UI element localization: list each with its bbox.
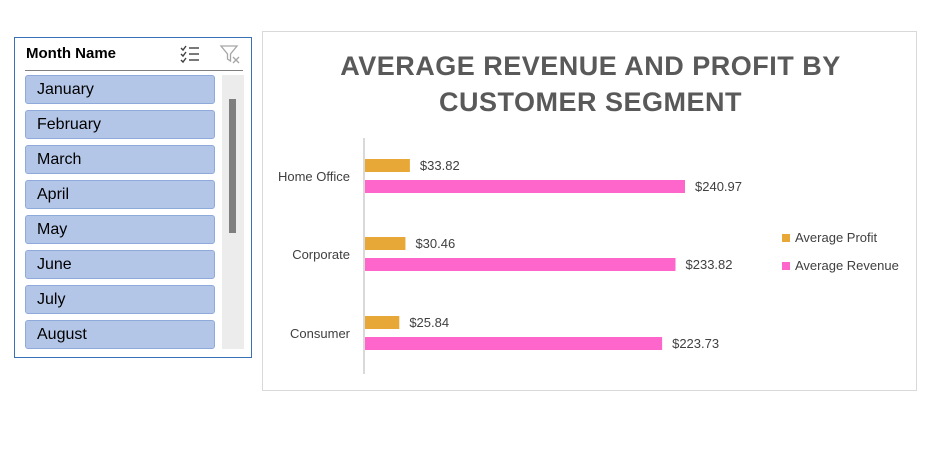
category-label: Corporate	[292, 247, 350, 262]
data-label: $33.82	[420, 158, 460, 173]
chart-plot: Home Office $33.82 $240.97 Corporate $30.46 $…	[278, 138, 742, 374]
slicer-item-july[interactable]: July	[25, 285, 215, 314]
legend-label: Average Revenue	[795, 258, 899, 273]
slicer-item-february[interactable]: February	[25, 110, 215, 139]
data-label: $240.97	[695, 179, 742, 194]
bar-average-revenue	[365, 337, 663, 350]
data-label: $25.84	[409, 315, 449, 330]
legend-swatch	[782, 262, 790, 270]
chart-title: AVERAGE REVENUE AND PROFIT BY CUSTOMER SE…	[340, 51, 841, 117]
bar-average-profit	[365, 159, 410, 172]
bar-average-profit	[365, 316, 400, 329]
slicer-item-april[interactable]: April	[25, 180, 215, 209]
legend-label: Average Profit	[795, 230, 878, 245]
month-slicer: Month Name January February March April May J…	[14, 37, 252, 358]
scrollbar-thumb[interactable]	[229, 99, 236, 233]
data-label: $223.73	[672, 336, 719, 351]
slicer-item-august[interactable]: August	[25, 320, 215, 349]
clear-filter-icon[interactable]	[219, 43, 241, 65]
legend-swatch	[782, 234, 790, 242]
bar-average-revenue	[365, 258, 676, 271]
slicer-title: Month Name	[26, 45, 116, 62]
segment-chart: Home Office $33.82 $240.97 Corporate $30.46 $…	[262, 31, 917, 391]
slicer-item-list: January February March April May June July Augu…	[25, 75, 217, 349]
category-label: Home Office	[278, 169, 350, 184]
data-label: $233.82	[686, 257, 733, 272]
slicer-item-march[interactable]: March	[25, 145, 215, 174]
slicer-header: Month Name	[25, 38, 243, 71]
slicer-item-january[interactable]: January	[25, 75, 215, 104]
multi-select-icon[interactable]	[179, 43, 201, 65]
bar-average-profit	[365, 237, 406, 250]
slicer-scrollbar[interactable]	[222, 75, 244, 349]
slicer-item-may[interactable]: May	[25, 215, 215, 244]
data-label: $30.46	[415, 236, 455, 251]
slicer-item-june[interactable]: June	[25, 250, 215, 279]
bar-average-revenue	[365, 180, 685, 193]
category-label: Consumer	[290, 326, 351, 341]
